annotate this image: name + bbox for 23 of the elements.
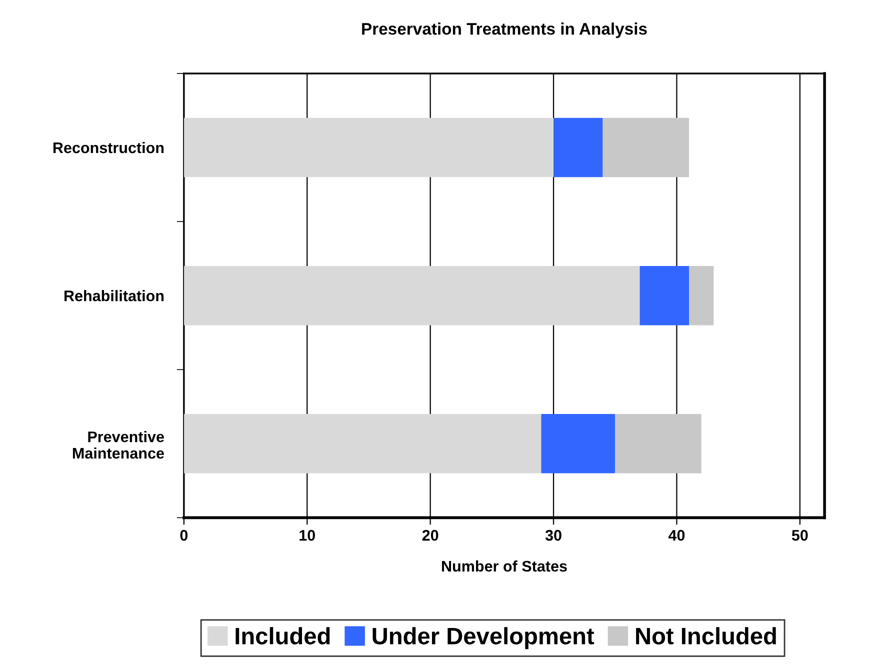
y-tick-label: Reconstruction bbox=[53, 142, 164, 154]
bar bbox=[615, 414, 702, 474]
y-tick-label: Preventive Maintenance bbox=[72, 431, 164, 459]
bar bbox=[541, 414, 616, 474]
bar bbox=[602, 118, 690, 178]
legend-label: Under Development bbox=[372, 627, 594, 650]
bar bbox=[184, 118, 554, 178]
x-tick-label: 40 bbox=[668, 530, 685, 541]
x-tick-label: 10 bbox=[300, 530, 315, 541]
x-tick-label: 20 bbox=[422, 530, 438, 541]
x-axis-title: Number of States bbox=[442, 560, 567, 572]
legend-label: Not Included bbox=[636, 627, 776, 644]
x-tick-label: 30 bbox=[545, 530, 562, 541]
bar bbox=[554, 118, 603, 178]
x-tick-label: 50 bbox=[792, 530, 808, 541]
bar bbox=[689, 266, 714, 326]
bar bbox=[184, 266, 640, 326]
bar bbox=[640, 266, 690, 326]
bar bbox=[184, 414, 542, 474]
chart-title: Preservation Treatments in Analysis bbox=[362, 22, 647, 38]
x-tick-label: 0 bbox=[180, 530, 188, 541]
y-tick-label: Rehabilitation bbox=[64, 290, 164, 302]
legend-label: Included bbox=[236, 627, 330, 644]
